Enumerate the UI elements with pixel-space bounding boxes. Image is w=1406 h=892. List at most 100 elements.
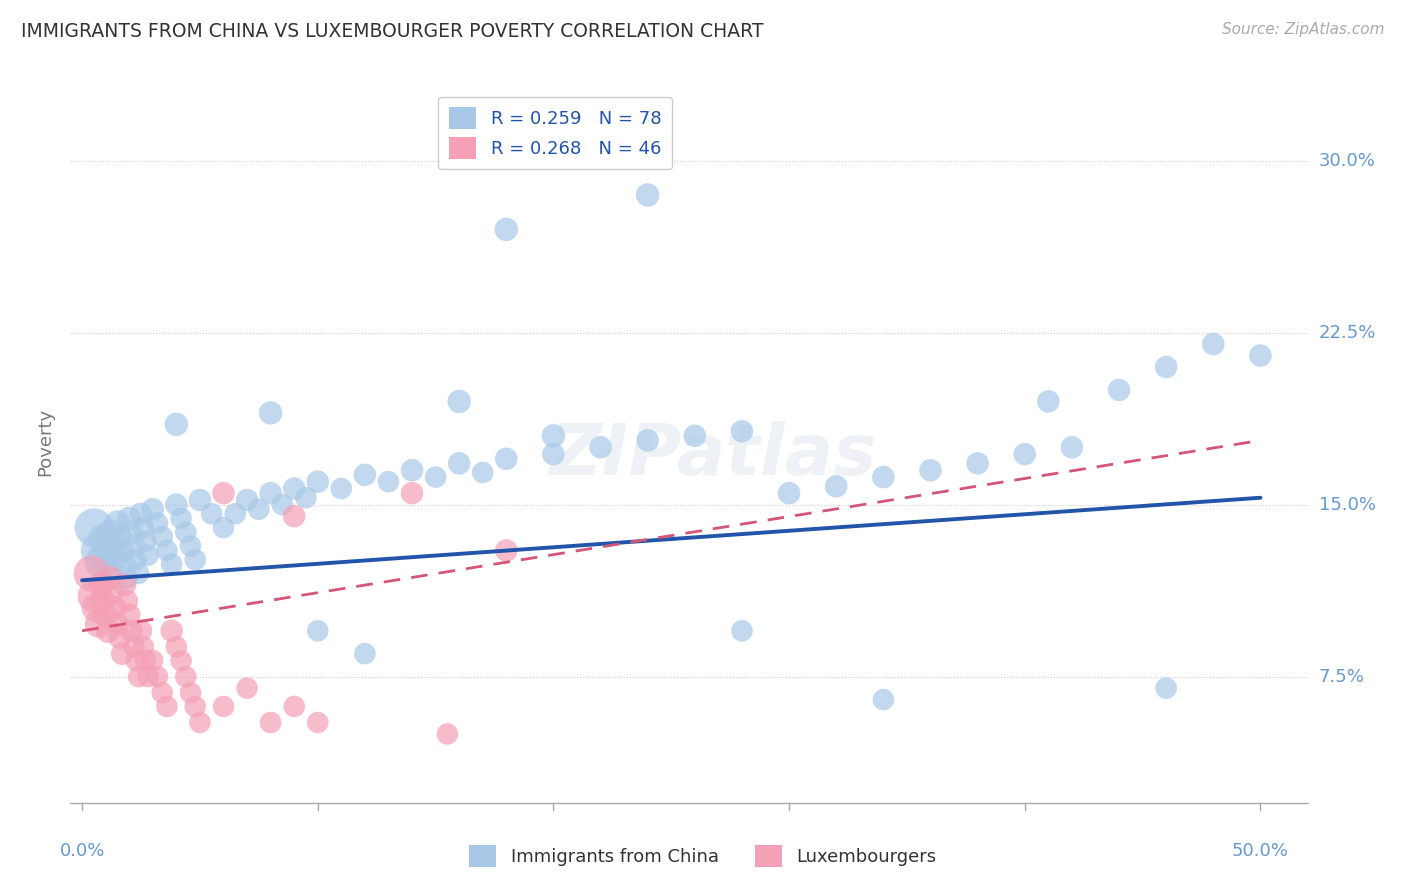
Text: 0.0%: 0.0% xyxy=(59,842,105,860)
Point xyxy=(184,699,207,714)
Point xyxy=(136,670,159,684)
Point xyxy=(98,525,121,540)
Point xyxy=(142,502,165,516)
Point xyxy=(108,530,131,544)
Point xyxy=(136,548,159,562)
Point xyxy=(125,552,148,566)
Point xyxy=(101,584,124,599)
Point xyxy=(90,555,112,569)
Point xyxy=(1108,383,1130,397)
Point xyxy=(966,456,988,470)
Point xyxy=(156,699,179,714)
Point xyxy=(283,509,305,524)
Point xyxy=(87,616,110,631)
Point xyxy=(1060,440,1083,454)
Point xyxy=(825,479,848,493)
Y-axis label: Poverty: Poverty xyxy=(37,408,55,475)
Point xyxy=(920,463,942,477)
Text: IMMIGRANTS FROM CHINA VS LUXEMBOURGER POVERTY CORRELATION CHART: IMMIGRANTS FROM CHINA VS LUXEMBOURGER PO… xyxy=(21,22,763,41)
Point xyxy=(295,491,318,505)
Point xyxy=(165,640,187,654)
Point xyxy=(114,558,136,572)
Point xyxy=(122,640,145,654)
Point xyxy=(731,424,754,438)
Point xyxy=(108,631,131,645)
Point xyxy=(683,429,706,443)
Text: 7.5%: 7.5% xyxy=(1319,667,1365,686)
Point xyxy=(449,456,471,470)
Point xyxy=(425,470,447,484)
Point xyxy=(84,600,107,615)
Point xyxy=(156,543,179,558)
Point xyxy=(97,624,120,638)
Point xyxy=(271,498,294,512)
Point xyxy=(778,486,800,500)
Point xyxy=(637,188,659,202)
Point xyxy=(118,511,141,525)
Point xyxy=(107,516,129,530)
Point xyxy=(543,447,565,461)
Point xyxy=(471,466,494,480)
Point xyxy=(436,727,458,741)
Point xyxy=(247,502,270,516)
Text: 50.0%: 50.0% xyxy=(1232,842,1289,860)
Legend: R = 0.259   N = 78, R = 0.268   N = 46: R = 0.259 N = 78, R = 0.268 N = 46 xyxy=(439,96,672,169)
Point xyxy=(111,647,134,661)
Point xyxy=(236,681,259,695)
Point xyxy=(80,566,103,581)
Legend: Immigrants from China, Luxembourgers: Immigrants from China, Luxembourgers xyxy=(463,838,943,874)
Point xyxy=(104,600,127,615)
Point xyxy=(125,654,148,668)
Point xyxy=(354,647,377,661)
Point xyxy=(212,520,235,534)
Point xyxy=(377,475,399,489)
Point xyxy=(87,543,110,558)
Point xyxy=(129,624,152,638)
Point xyxy=(1038,394,1060,409)
Point xyxy=(179,686,201,700)
Point xyxy=(495,543,517,558)
Point xyxy=(160,624,183,638)
Point xyxy=(111,543,134,558)
Point xyxy=(94,548,117,562)
Point xyxy=(91,532,114,546)
Point xyxy=(83,520,105,534)
Point xyxy=(115,571,138,585)
Point xyxy=(212,486,235,500)
Point xyxy=(142,654,165,668)
Point xyxy=(224,507,246,521)
Point xyxy=(121,525,143,540)
Point xyxy=(135,654,157,668)
Point xyxy=(150,686,173,700)
Point xyxy=(118,607,141,622)
Point xyxy=(132,520,155,534)
Point xyxy=(1014,447,1036,461)
Point xyxy=(259,715,281,730)
Point xyxy=(307,715,329,730)
Point xyxy=(174,670,197,684)
Point xyxy=(307,475,329,489)
Point xyxy=(212,699,235,714)
Point xyxy=(132,640,155,654)
Point xyxy=(83,590,105,604)
Point xyxy=(91,594,114,608)
Point xyxy=(449,394,471,409)
Point xyxy=(259,406,281,420)
Point xyxy=(114,578,136,592)
Point xyxy=(160,558,183,572)
Point xyxy=(188,715,211,730)
Point xyxy=(170,511,193,525)
Point xyxy=(129,507,152,521)
Point xyxy=(872,692,894,706)
Point xyxy=(179,539,201,553)
Text: 22.5%: 22.5% xyxy=(1319,324,1376,342)
Point xyxy=(1154,681,1177,695)
Point xyxy=(90,578,112,592)
Point xyxy=(872,470,894,484)
Point xyxy=(495,222,517,236)
Point xyxy=(107,616,129,631)
Point xyxy=(354,467,377,482)
Point xyxy=(104,552,127,566)
Point xyxy=(128,566,150,581)
Point xyxy=(1154,359,1177,374)
